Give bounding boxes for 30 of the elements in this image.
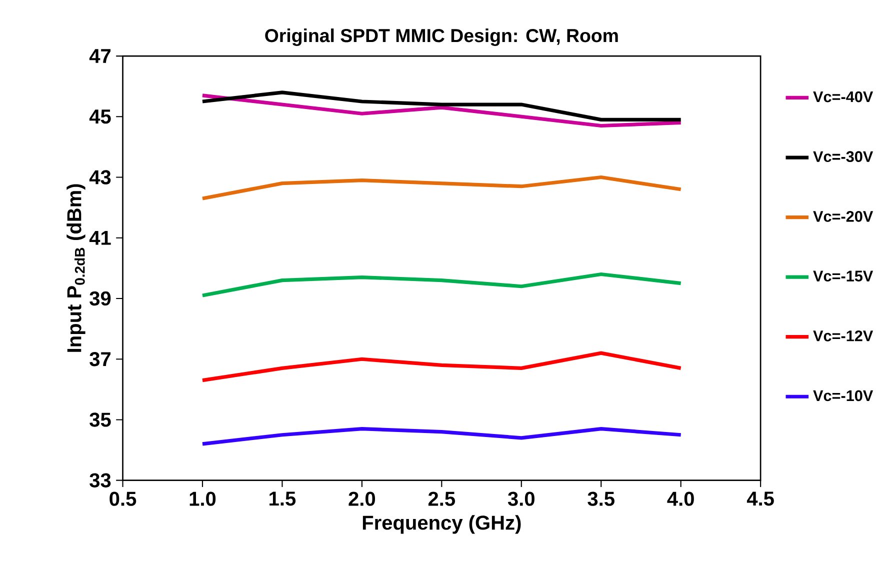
x-tick-label: 4.5 [746, 492, 774, 506]
x-tick-label: 2.0 [348, 492, 376, 506]
y-tick-label: 43 [89, 170, 111, 184]
x-tick-label: 0.5 [110, 492, 136, 506]
y-tick-label: 37 [90, 352, 110, 366]
legend-label: Vc=-10V [813, 390, 874, 402]
x-tick-label: 2.5 [428, 492, 456, 506]
x-tick-label: 3.5 [588, 492, 614, 506]
line-series [200, 272, 683, 298]
legend-label: Vc=-30V [813, 151, 874, 162]
chart-title: Original SPDT MMIC Design: CW, Room [265, 28, 618, 46]
legend-label: Vc=-20V [813, 211, 874, 222]
x-tick-label: 1.0 [190, 492, 216, 506]
line-series [200, 427, 683, 446]
line-series [200, 90, 683, 122]
legend-label: Vc=-12V [813, 330, 874, 342]
legend-label: Vc=-15V [813, 270, 874, 282]
legend-label: Vc=-40V [813, 91, 874, 102]
line-series [200, 351, 683, 382]
x-tick-label: 3.0 [508, 492, 534, 506]
y-tick-label: 33 [90, 473, 111, 488]
x-tick-label: 1.5 [270, 492, 296, 506]
y-tick-label: 47 [89, 49, 110, 64]
y-tick-label: 39 [90, 292, 111, 306]
y-tick-label: 35 [90, 412, 111, 427]
x-axis-title: Frequency (GHz) [362, 515, 521, 534]
x-tick-label: 4.0 [667, 492, 694, 506]
y-axis-title: Input P$_{0.2dB}$ (dBm) [66, 184, 86, 352]
y-tick-label: 45 [89, 110, 111, 124]
y-tick-label: 41 [89, 231, 111, 245]
